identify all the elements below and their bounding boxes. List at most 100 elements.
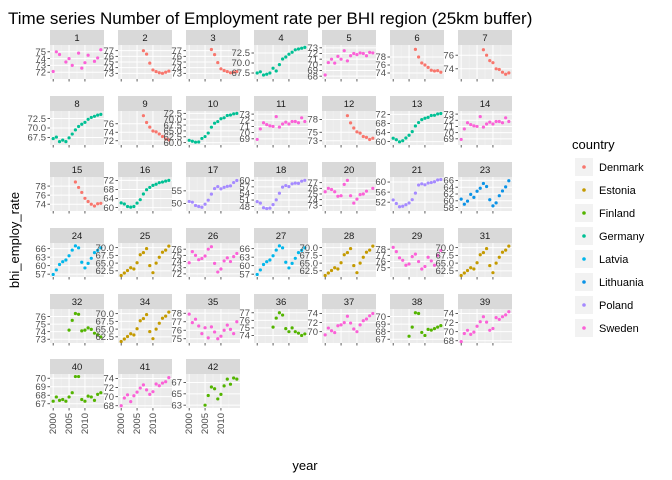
data-point [507,310,511,314]
y-tick-label: 77 [375,251,386,262]
data-point [67,395,71,399]
y-tick-label: 68 [103,401,114,412]
data-point [222,328,226,332]
data-point [235,320,239,324]
data-point [423,116,427,120]
data-point [504,116,508,120]
data-point [51,69,55,74]
y-tick-label: 74 [307,309,318,320]
data-point [70,391,74,395]
data-point [459,340,463,344]
y-tick-label: 54 [239,189,250,200]
data-point [132,204,136,209]
y-tick-label: 60 [375,177,386,188]
data-point [303,178,307,182]
data-point [92,331,97,335]
data-point [219,334,223,338]
data-point [339,261,343,265]
data-point [258,70,262,74]
facet-strip-label: 42 [208,362,219,373]
data-point [206,247,210,251]
data-point [296,47,301,51]
data-point [371,186,375,190]
y-tick-label: 78 [375,52,386,63]
y-tick-label: 60 [239,175,250,186]
data-point [200,256,204,261]
data-point [491,122,495,126]
y-tick-label: 75 [307,189,318,200]
data-point [151,129,155,133]
data-point [96,248,100,252]
data-point [61,138,65,142]
data-point [469,266,473,270]
data-point [339,194,343,198]
data-point [268,124,272,128]
data-point [222,384,226,388]
data-point [157,255,161,259]
data-point [478,253,482,257]
facet-strip-label: 17 [208,165,219,176]
y-tick-label: 70.0 [28,123,47,134]
data-point [500,250,505,254]
data-point [280,246,285,250]
data-point [235,178,239,183]
data-point [426,115,430,119]
data-point [228,382,233,386]
facet-strip [254,96,308,111]
facet-strip-label: 39 [480,297,491,308]
data-point [497,255,501,259]
data-point [504,248,508,252]
data-point [212,330,217,334]
y-tick-label: 74 [103,374,114,385]
facet-strip [118,228,172,243]
y-tick-label: 73 [103,69,114,80]
facet-panel-7: 7 74 76 [443,30,512,82]
y-tick-label: 70 [307,60,318,71]
data-point [125,393,130,397]
data-point [280,185,285,189]
y-tick-label: 76 [103,52,114,63]
y-tick-label: 77 [103,46,114,57]
data-point [459,273,463,278]
data-point [323,73,327,77]
data-point [472,267,476,271]
y-tick-label: 74 [103,63,114,74]
y-tick-label: 67.5 [164,120,183,131]
facet-strip [186,359,240,374]
y-tick-label: 77 [239,308,250,319]
data-point [410,198,414,202]
data-point [64,60,68,64]
data-point [413,191,418,195]
data-point [190,200,194,204]
facet-strip [118,30,172,45]
data-point [293,256,297,260]
data-point [326,60,330,65]
y-tick-label: 70 [443,327,454,338]
y-tick-label: 77 [171,317,182,328]
data-point [342,321,346,325]
y-tick-label: 60 [443,196,454,207]
y-tick-label: 76 [307,184,318,195]
data-point [135,261,139,265]
data-point [423,63,427,67]
data-point [228,184,233,188]
data-point [416,183,421,187]
data-point [436,325,440,329]
data-point [160,316,165,320]
data-point [228,113,233,117]
data-point [164,70,168,74]
data-point [228,327,233,331]
data-point [67,254,71,258]
legend-title: country [572,137,615,152]
x-tick-label: 2010 [216,413,227,434]
data-point [164,380,168,384]
data-point [70,63,74,67]
y-tick-label: 69 [35,382,46,393]
data-point [371,244,375,248]
data-point [436,178,440,182]
data-point [206,198,210,202]
legend-item: Lithuania [575,273,645,291]
